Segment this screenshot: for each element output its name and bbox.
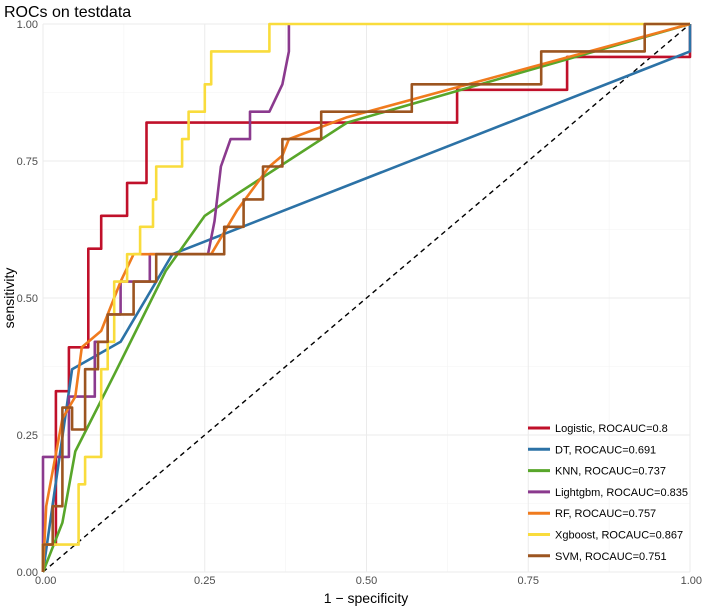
roc-line-svm [41, 22, 690, 572]
legend-label-rf: RF, ROCAUC=0.757 [555, 508, 656, 520]
y-tick-label: 0.25 [17, 430, 38, 442]
legend-label-xgboost: Xgboost, ROCAUC=0.867 [555, 530, 683, 542]
series-group [41, 22, 692, 573]
reference-diagonal [42, 23, 691, 573]
y-axis-label: sensitivity [1, 268, 17, 329]
y-tick-label: 0.75 [17, 156, 38, 168]
y-tick-label: 1.00 [17, 19, 38, 31]
x-tick-label: 0.25 [194, 575, 215, 587]
y-tick-labels: 0.00 0.25 0.50 0.75 1.00 [17, 19, 38, 579]
x-axis-label: 1 − specificity [324, 590, 408, 606]
x-tick-label: 0.00 [35, 575, 56, 587]
x-tick-label: 0.50 [356, 575, 377, 587]
y-tick-label: 0.50 [17, 293, 38, 305]
roc-line-lightgbm [41, 24, 291, 572]
x-tick-label: 0.75 [518, 575, 539, 587]
roc-line-logistic [41, 24, 692, 572]
legend-label-lightgbm: Lightgbm, ROCAUC=0.835 [555, 487, 688, 499]
legend-label-dt: DT, ROCAUC=0.691 [555, 444, 656, 456]
x-tick-label: 1.00 [681, 575, 702, 587]
legend-label-logistic: Logistic, ROCAUC=0.8 [555, 423, 668, 435]
legend-label-knn: KNN, ROCAUC=0.737 [555, 466, 666, 478]
legend-label-svm: SVM, ROCAUC=0.751 [555, 551, 667, 563]
grid [42, 23, 691, 573]
roc-line-knn [41, 22, 691, 573]
chart-title: ROCs on testdata [4, 4, 131, 21]
x-tick-labels: 0.00 0.25 0.50 0.75 1.00 [35, 575, 702, 587]
roc-line-xgboost [41, 22, 690, 572]
roc-line-dt [41, 24, 692, 573]
legend: Logistic, ROCAUC=0.8 DT, ROCAUC=0.691 KNN,… [528, 423, 688, 563]
y-tick-label: 0.00 [17, 567, 38, 579]
